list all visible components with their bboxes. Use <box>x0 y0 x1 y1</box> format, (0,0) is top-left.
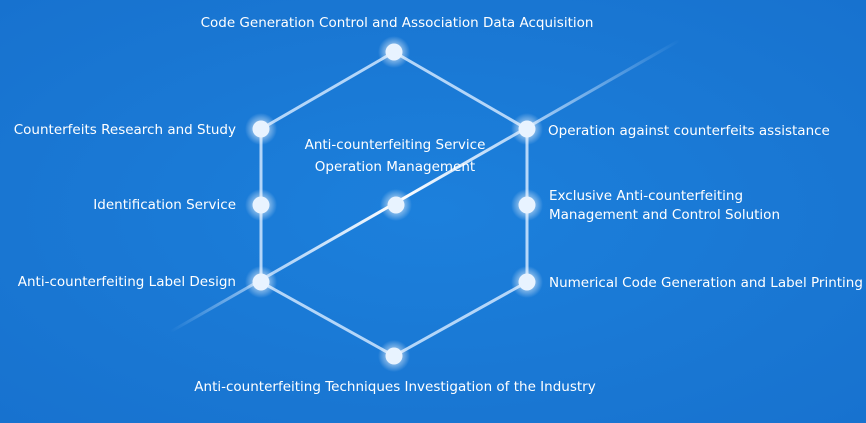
label-middle-left: Identification Service <box>93 197 236 213</box>
label-center-line1: Anti-counterfeiting Service <box>304 137 486 153</box>
label-center: Anti-counterfeiting Service Operation Ma… <box>305 134 486 178</box>
node-center <box>387 196 405 214</box>
node-bottom <box>385 347 403 365</box>
label-upper-right: Operation against counterfeits assistanc… <box>548 123 830 139</box>
node-upper-right <box>518 120 536 138</box>
node-lower-right <box>518 273 536 291</box>
node-lower-left <box>252 273 270 291</box>
label-middle-right-line2: Management and Control Solution <box>549 207 780 223</box>
label-middle-right-line1: Exclusive Anti-counterfeiting <box>549 188 744 204</box>
label-upper-left: Counterfeits Research and Study <box>13 122 236 138</box>
label-lower-left: Anti-counterfeiting Label Design <box>17 274 236 290</box>
label-top: Code Generation Control and Association … <box>200 15 594 31</box>
node-upper-left <box>252 120 270 138</box>
label-bottom: Anti-counterfeiting Techniques Investiga… <box>194 379 596 395</box>
label-middle-right: Exclusive Anti-counterfeiting Management… <box>549 187 780 225</box>
label-lower-right: Numerical Code Generation and Label Prin… <box>549 275 863 291</box>
label-center-line2: Operation Management <box>314 159 476 175</box>
node-top <box>385 43 403 61</box>
node-middle-right <box>518 196 536 214</box>
node-middle-left <box>252 196 270 214</box>
